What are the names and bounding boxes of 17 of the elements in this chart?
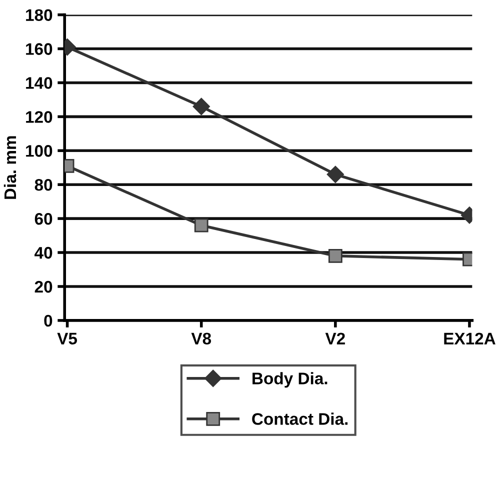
y-tick-label: 80 (34, 179, 52, 191)
y-tick-label: 100 (26, 145, 52, 157)
legend-label: Body Dia. (252, 372, 328, 388)
x-tick-label: V5 (57, 332, 78, 344)
legend-label: Contact Dia. (252, 412, 348, 425)
x-tick-label: EX12A (444, 332, 496, 344)
y-tick-label: 160 (26, 43, 52, 55)
y-tick-label: 180 (26, 9, 52, 21)
y-axis-title: Dia. mm (4, 136, 16, 199)
x-tick-label: V2 (325, 332, 345, 344)
y-tick-label: 60 (34, 212, 52, 225)
y-tick-label: 20 (34, 280, 52, 293)
y-tick-label: 0 (44, 314, 52, 327)
y-tick-label: 40 (34, 246, 52, 259)
x-tick-label: V8 (191, 332, 212, 344)
y-tick-label: 140 (26, 77, 52, 89)
y-tick-label: 120 (26, 111, 52, 123)
